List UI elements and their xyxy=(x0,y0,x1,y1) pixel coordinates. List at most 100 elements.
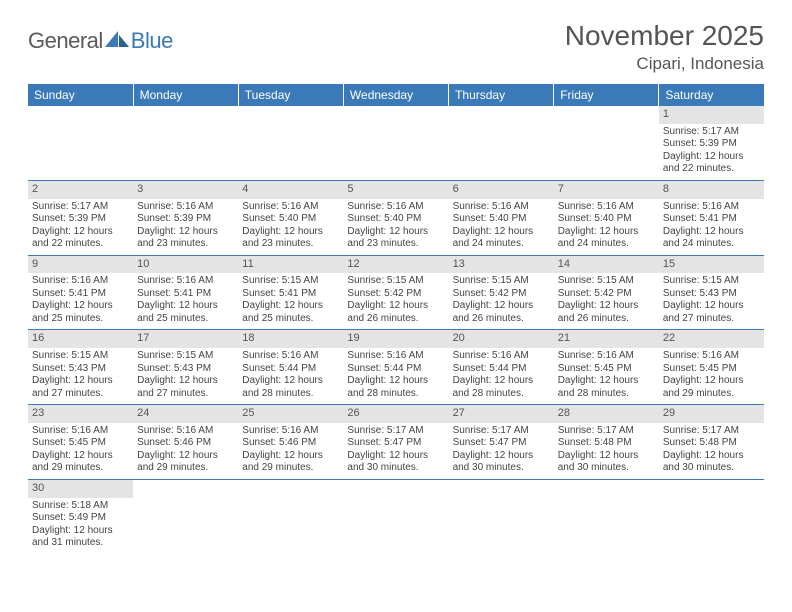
daylight-line: Daylight: 12 hours and 28 minutes. xyxy=(347,375,444,400)
sunset-line: Sunset: 5:42 PM xyxy=(347,288,444,301)
calendar-day-cell: 20Sunrise: 5:16 AMSunset: 5:44 PMDayligh… xyxy=(449,330,554,405)
sunrise-line: Sunrise: 5:16 AM xyxy=(137,201,234,214)
day-number: 20 xyxy=(449,330,554,348)
calendar-day-cell: 4Sunrise: 5:16 AMSunset: 5:40 PMDaylight… xyxy=(238,180,343,255)
sunrise-line: Sunrise: 5:16 AM xyxy=(242,425,339,438)
sunrise-line: Sunrise: 5:16 AM xyxy=(347,201,444,214)
sunset-line: Sunset: 5:40 PM xyxy=(453,213,550,226)
daylight-line: Daylight: 12 hours and 25 minutes. xyxy=(137,300,234,325)
calendar-day-cell: 12Sunrise: 5:15 AMSunset: 5:42 PMDayligh… xyxy=(343,255,448,330)
calendar-day-cell: 23Sunrise: 5:16 AMSunset: 5:45 PMDayligh… xyxy=(28,405,133,480)
daylight-line: Daylight: 12 hours and 27 minutes. xyxy=(663,300,760,325)
daylight-line: Daylight: 12 hours and 29 minutes. xyxy=(663,375,760,400)
day-number: 12 xyxy=(343,256,448,274)
page-title: November 2025 xyxy=(565,20,764,52)
calendar-week-row: 23Sunrise: 5:16 AMSunset: 5:45 PMDayligh… xyxy=(28,405,764,480)
daylight-line: Daylight: 12 hours and 25 minutes. xyxy=(242,300,339,325)
weekday-header: Friday xyxy=(554,84,659,106)
sunrise-line: Sunrise: 5:15 AM xyxy=(32,350,129,363)
sunset-line: Sunset: 5:41 PM xyxy=(32,288,129,301)
sunset-line: Sunset: 5:43 PM xyxy=(137,363,234,376)
sunset-line: Sunset: 5:45 PM xyxy=(558,363,655,376)
calendar-day-cell: 3Sunrise: 5:16 AMSunset: 5:39 PMDaylight… xyxy=(133,180,238,255)
sunrise-line: Sunrise: 5:15 AM xyxy=(663,275,760,288)
calendar-day-cell: 19Sunrise: 5:16 AMSunset: 5:44 PMDayligh… xyxy=(343,330,448,405)
calendar-day-cell: 24Sunrise: 5:16 AMSunset: 5:46 PMDayligh… xyxy=(133,405,238,480)
day-number: 18 xyxy=(238,330,343,348)
sunrise-line: Sunrise: 5:17 AM xyxy=(32,201,129,214)
sunrise-line: Sunrise: 5:16 AM xyxy=(663,201,760,214)
day-number: 10 xyxy=(133,256,238,274)
daylight-line: Daylight: 12 hours and 24 minutes. xyxy=(663,226,760,251)
daylight-line: Daylight: 12 hours and 30 minutes. xyxy=(558,450,655,475)
sunset-line: Sunset: 5:44 PM xyxy=(347,363,444,376)
calendar-day-cell xyxy=(554,106,659,180)
daylight-line: Daylight: 12 hours and 30 minutes. xyxy=(663,450,760,475)
calendar-day-cell: 14Sunrise: 5:15 AMSunset: 5:42 PMDayligh… xyxy=(554,255,659,330)
daylight-line: Daylight: 12 hours and 28 minutes. xyxy=(242,375,339,400)
calendar-table: Sunday Monday Tuesday Wednesday Thursday… xyxy=(28,84,764,554)
calendar-day-cell xyxy=(449,106,554,180)
calendar-day-cell xyxy=(238,106,343,180)
sunset-line: Sunset: 5:40 PM xyxy=(558,213,655,226)
sunrise-line: Sunrise: 5:16 AM xyxy=(32,275,129,288)
weekday-header: Saturday xyxy=(659,84,764,106)
day-number: 4 xyxy=(238,181,343,199)
calendar-day-cell: 6Sunrise: 5:16 AMSunset: 5:40 PMDaylight… xyxy=(449,180,554,255)
daylight-line: Daylight: 12 hours and 26 minutes. xyxy=(558,300,655,325)
daylight-line: Daylight: 12 hours and 22 minutes. xyxy=(663,151,760,176)
day-number: 29 xyxy=(659,405,764,423)
day-number: 16 xyxy=(28,330,133,348)
sunset-line: Sunset: 5:41 PM xyxy=(137,288,234,301)
sunrise-line: Sunrise: 5:16 AM xyxy=(558,201,655,214)
day-number: 28 xyxy=(554,405,659,423)
weekday-header: Monday xyxy=(133,84,238,106)
title-block: November 2025 Cipari, Indonesia xyxy=(565,20,764,74)
sunset-line: Sunset: 5:39 PM xyxy=(663,138,760,151)
calendar-day-cell: 10Sunrise: 5:16 AMSunset: 5:41 PMDayligh… xyxy=(133,255,238,330)
daylight-line: Daylight: 12 hours and 31 minutes. xyxy=(32,525,129,550)
sunrise-line: Sunrise: 5:15 AM xyxy=(558,275,655,288)
sunrise-line: Sunrise: 5:16 AM xyxy=(663,350,760,363)
sunset-line: Sunset: 5:39 PM xyxy=(137,213,234,226)
calendar-day-cell xyxy=(343,106,448,180)
day-number: 8 xyxy=(659,181,764,199)
calendar-day-cell: 28Sunrise: 5:17 AMSunset: 5:48 PMDayligh… xyxy=(554,405,659,480)
sunset-line: Sunset: 5:45 PM xyxy=(32,437,129,450)
calendar-day-cell: 25Sunrise: 5:16 AMSunset: 5:46 PMDayligh… xyxy=(238,405,343,480)
calendar-day-cell: 22Sunrise: 5:16 AMSunset: 5:45 PMDayligh… xyxy=(659,330,764,405)
daylight-line: Daylight: 12 hours and 29 minutes. xyxy=(32,450,129,475)
daylight-line: Daylight: 12 hours and 30 minutes. xyxy=(453,450,550,475)
calendar-day-cell xyxy=(28,106,133,180)
sunset-line: Sunset: 5:39 PM xyxy=(32,213,129,226)
brand-text-2: Blue xyxy=(131,28,173,54)
sunset-line: Sunset: 5:41 PM xyxy=(663,213,760,226)
day-number: 25 xyxy=(238,405,343,423)
sunset-line: Sunset: 5:46 PM xyxy=(242,437,339,450)
daylight-line: Daylight: 12 hours and 30 minutes. xyxy=(347,450,444,475)
daylight-line: Daylight: 12 hours and 25 minutes. xyxy=(32,300,129,325)
sunrise-line: Sunrise: 5:16 AM xyxy=(242,350,339,363)
sunrise-line: Sunrise: 5:16 AM xyxy=(137,425,234,438)
calendar-day-cell xyxy=(343,479,448,553)
page: General Blue November 2025 Cipari, Indon… xyxy=(0,0,792,574)
calendar-day-cell: 17Sunrise: 5:15 AMSunset: 5:43 PMDayligh… xyxy=(133,330,238,405)
daylight-line: Daylight: 12 hours and 27 minutes. xyxy=(32,375,129,400)
calendar-day-cell: 18Sunrise: 5:16 AMSunset: 5:44 PMDayligh… xyxy=(238,330,343,405)
weekday-header: Sunday xyxy=(28,84,133,106)
sunrise-line: Sunrise: 5:15 AM xyxy=(137,350,234,363)
sunrise-line: Sunrise: 5:15 AM xyxy=(453,275,550,288)
sunset-line: Sunset: 5:44 PM xyxy=(453,363,550,376)
calendar-week-row: 1Sunrise: 5:17 AMSunset: 5:39 PMDaylight… xyxy=(28,106,764,180)
calendar-week-row: 2Sunrise: 5:17 AMSunset: 5:39 PMDaylight… xyxy=(28,180,764,255)
day-number: 13 xyxy=(449,256,554,274)
sunrise-line: Sunrise: 5:18 AM xyxy=(32,500,129,513)
sunset-line: Sunset: 5:42 PM xyxy=(558,288,655,301)
day-number: 7 xyxy=(554,181,659,199)
sunrise-line: Sunrise: 5:16 AM xyxy=(453,201,550,214)
sunrise-line: Sunrise: 5:16 AM xyxy=(453,350,550,363)
sunrise-line: Sunrise: 5:16 AM xyxy=(558,350,655,363)
sunrise-line: Sunrise: 5:16 AM xyxy=(137,275,234,288)
weekday-header: Thursday xyxy=(449,84,554,106)
calendar-day-cell: 13Sunrise: 5:15 AMSunset: 5:42 PMDayligh… xyxy=(449,255,554,330)
